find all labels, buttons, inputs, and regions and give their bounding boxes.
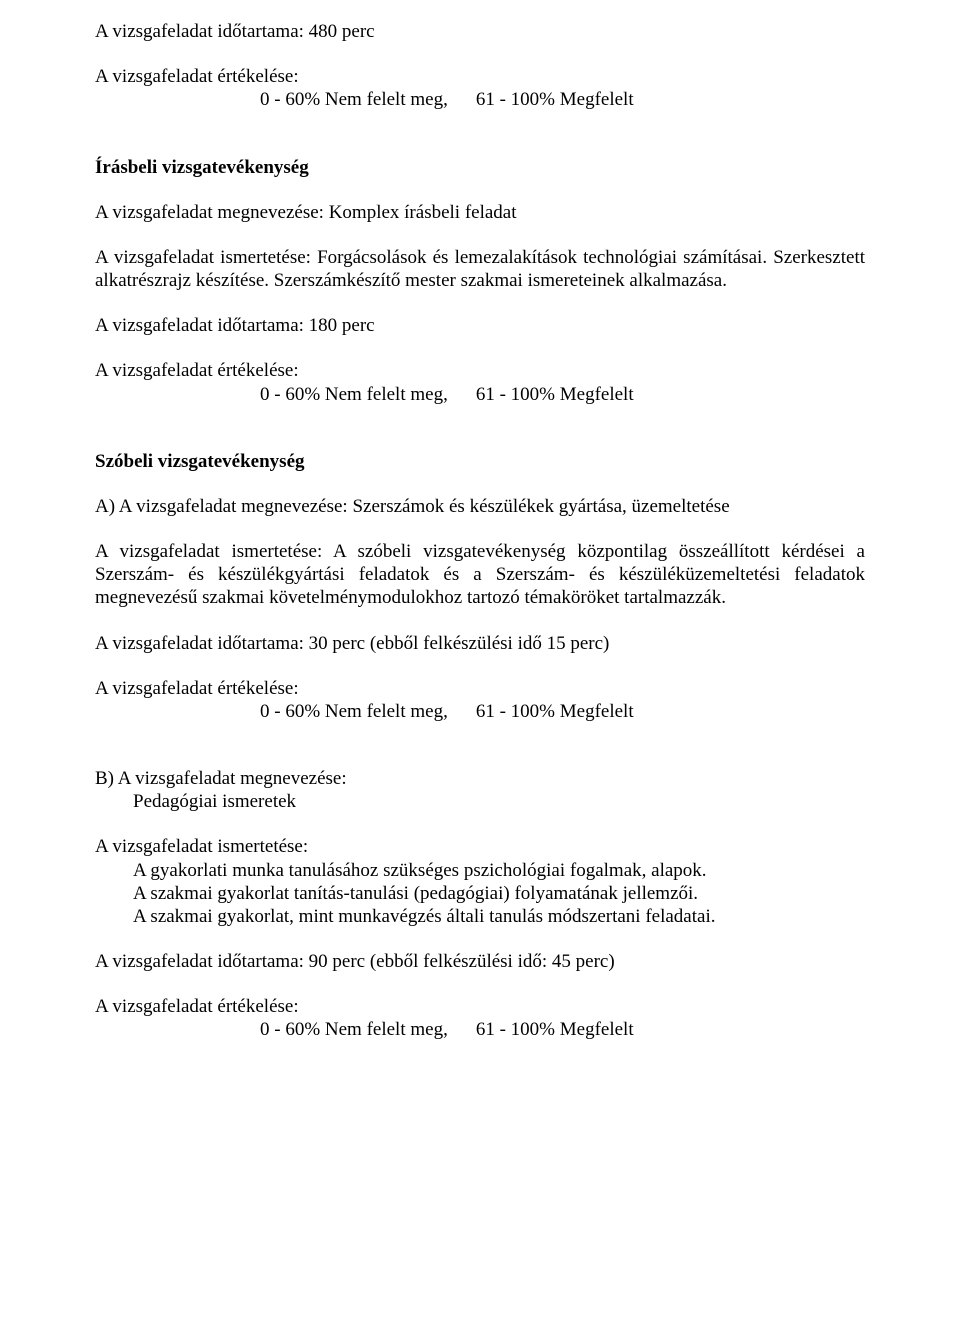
evaluation-label: A vizsgafeladat értékelése: <box>95 65 865 88</box>
evaluation-fail: 0 - 60% Nem felelt meg, <box>95 700 448 723</box>
written-heading: Írásbeli vizsgatevékenység <box>95 156 865 179</box>
duration-text: A vizsgafeladat időtartama: 480 perc <box>95 20 865 43</box>
oral-b-desc-block: A vizsgafeladat ismertetése: A gyakorlat… <box>95 835 865 928</box>
evaluation-block: A vizsgafeladat értékelése: 0 - 60% Nem … <box>95 677 865 723</box>
oral-b-name-line1: B) A vizsgafeladat megnevezése: <box>95 767 865 790</box>
evaluation-label: A vizsgafeladat értékelése: <box>95 677 865 700</box>
oral-b-desc-line3: A szakmai gyakorlat, mint munkavégzés ál… <box>95 905 865 928</box>
evaluation-pass: 61 - 100% Megfelelt <box>448 88 634 111</box>
evaluation-fail: 0 - 60% Nem felelt meg, <box>95 383 448 406</box>
oral-b-desc-label: A vizsgafeladat ismertetése: <box>95 835 865 858</box>
oral-a-name: A) A vizsgafeladat megnevezése: Szerszám… <box>95 495 865 518</box>
written-task-desc: A vizsgafeladat ismertetése: Forgácsolás… <box>95 246 865 292</box>
evaluation-fail: 0 - 60% Nem felelt meg, <box>95 88 448 111</box>
evaluation-label: A vizsgafeladat értékelése: <box>95 359 865 382</box>
evaluation-block: A vizsgafeladat értékelése: 0 - 60% Nem … <box>95 359 865 405</box>
written-task-name: A vizsgafeladat megnevezése: Komplex írá… <box>95 201 865 224</box>
oral-a-duration: A vizsgafeladat időtartama: 30 perc (ebb… <box>95 632 865 655</box>
oral-b-name-block: B) A vizsgafeladat megnevezése: Pedagógi… <box>95 767 865 813</box>
evaluation-label: A vizsgafeladat értékelése: <box>95 995 865 1018</box>
evaluation-pass: 61 - 100% Megfelelt <box>448 1018 634 1041</box>
oral-b-desc-line1: A gyakorlati munka tanulásához szükséges… <box>95 859 865 882</box>
evaluation-fail: 0 - 60% Nem felelt meg, <box>95 1018 448 1041</box>
written-duration: A vizsgafeladat időtartama: 180 perc <box>95 314 865 337</box>
evaluation-pass: 61 - 100% Megfelelt <box>448 700 634 723</box>
oral-b-desc-line2: A szakmai gyakorlat tanítás-tanulási (pe… <box>95 882 865 905</box>
oral-b-name-line2: Pedagógiai ismeretek <box>95 790 865 813</box>
evaluation-block: A vizsgafeladat értékelése: 0 - 60% Nem … <box>95 995 865 1041</box>
oral-b-duration: A vizsgafeladat időtartama: 90 perc (ebb… <box>95 950 865 973</box>
oral-heading: Szóbeli vizsgatevékenység <box>95 450 865 473</box>
evaluation-pass: 61 - 100% Megfelelt <box>448 383 634 406</box>
oral-a-desc: A vizsgafeladat ismertetése: A szóbeli v… <box>95 540 865 610</box>
evaluation-block: A vizsgafeladat értékelése: 0 - 60% Nem … <box>95 65 865 111</box>
